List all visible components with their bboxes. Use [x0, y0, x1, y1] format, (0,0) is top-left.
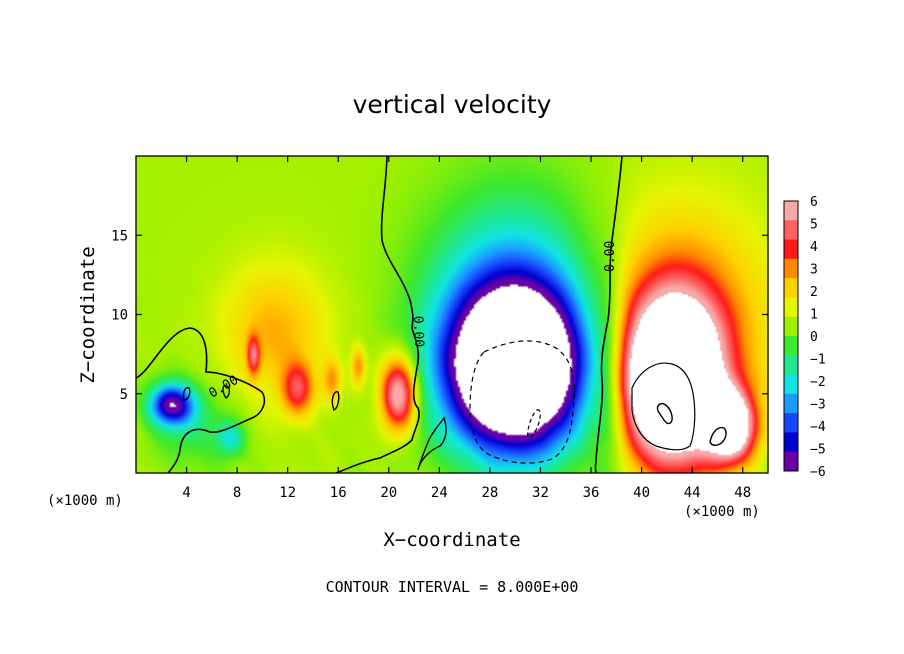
- colorbar-swatch: [784, 393, 798, 414]
- colorbar-label: −6: [810, 465, 826, 480]
- zero-contour-lower-wiggle: [417, 416, 447, 471]
- x-tick-label: 44: [684, 485, 701, 501]
- colorbar-label: 3: [810, 263, 818, 278]
- zero-contour-small-left-2: [222, 384, 231, 399]
- zero-contour-mid-line: [335, 156, 420, 473]
- colorbar-label: −3: [810, 398, 826, 413]
- colorbar-swatch: [784, 336, 798, 356]
- colorbar-label: 5: [810, 218, 818, 233]
- colorbar-label: −2: [810, 375, 826, 390]
- colorbar-swatch: [784, 201, 798, 221]
- colorbar-label: 0: [810, 330, 818, 345]
- x-tick-label: 24: [431, 485, 448, 501]
- updraft-solid-contour: [631, 362, 696, 451]
- updraft-inner-contour-2: [709, 426, 727, 447]
- colorbar-swatch: [784, 374, 798, 395]
- x-tick-label: 32: [532, 485, 549, 501]
- y-tick-label: 15: [111, 228, 128, 244]
- updraft-inner-contour-1: [656, 402, 673, 425]
- colorbar-label: −4: [810, 420, 826, 435]
- x-tick-label: 4: [182, 485, 190, 501]
- colorbar-swatch: [784, 451, 798, 472]
- contour-lines: [136, 156, 727, 473]
- contour-label-mid: 0.00: [410, 316, 426, 348]
- x-tick-label: 12: [279, 485, 296, 501]
- y-tick-label: 10: [111, 308, 128, 324]
- x-axis: 4 8 12 16 20 24 28 32 36 40 44 48: [182, 156, 751, 501]
- downdraft-dashed-contour: [469, 340, 575, 464]
- heatmap-field: [136, 156, 768, 473]
- colorbar-swatch: [784, 413, 798, 433]
- contour-interval-note: CONTOUR INTERVAL = 8.000E+00: [326, 578, 579, 596]
- contour-label-right: 0.00: [603, 241, 618, 272]
- x-tick-label: 48: [734, 485, 751, 501]
- y-axis-unit: (×1000 m): [684, 504, 760, 520]
- zero-contour-small-mid: [331, 391, 340, 411]
- colorbar-label: 1: [810, 308, 818, 323]
- x-tick-label: 28: [481, 485, 498, 501]
- zero-contour-small-left-1: [182, 386, 191, 401]
- colorbar-swatch: [784, 297, 798, 318]
- colorbar-label: 6: [810, 195, 818, 210]
- colorbar-label: −1: [810, 353, 826, 368]
- colorbar-swatch: [784, 278, 798, 298]
- x-axis-label: X−coordinate: [383, 529, 520, 551]
- x-tick-label: 40: [633, 485, 650, 501]
- zero-contour-right-line: [594, 156, 623, 473]
- x-tick-label: 16: [330, 485, 347, 501]
- heatmap-image: [136, 156, 768, 473]
- colorbar-swatch: [784, 220, 798, 241]
- colorbar-swatch: [784, 432, 798, 453]
- y-tick-label: 5: [120, 387, 128, 403]
- colorbar-label: 2: [810, 285, 818, 300]
- y-axis-label: Z−coordinate: [77, 246, 99, 383]
- chart-title: vertical velocity: [353, 90, 552, 119]
- colorbar-swatch: [784, 355, 798, 376]
- colorbar-label: 4: [810, 240, 818, 255]
- colorbar-swatch: [784, 258, 798, 279]
- colorbar-label: −5: [810, 443, 826, 458]
- colorbar-frame: [783, 200, 799, 472]
- x-axis-unit: (×1000 m): [47, 493, 123, 509]
- x-tick-label: 20: [380, 485, 397, 501]
- x-tick-label: 8: [233, 485, 241, 501]
- x-tick-label: 36: [583, 485, 600, 501]
- y-axis: 5 10 15: [111, 228, 768, 403]
- colorbar-swatch: [784, 239, 798, 260]
- zero-contour-left-region: [136, 327, 266, 473]
- colorbar-swatch: [784, 316, 798, 337]
- colorbar: 6 5 4 3 2 1 0 −1 −2 −3 −4 −5 −6: [783, 195, 826, 480]
